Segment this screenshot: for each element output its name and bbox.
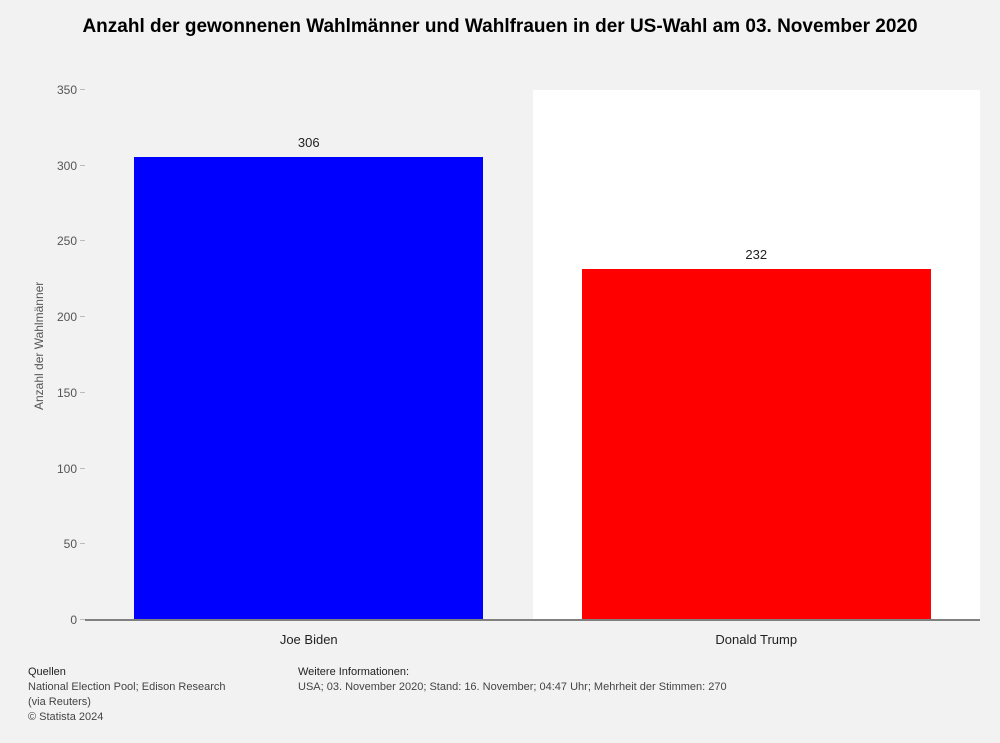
x-axis-label: Donald Trump <box>656 632 856 647</box>
chart-footer: Quellen National Election Pool; Edison R… <box>28 666 968 725</box>
footer-sources-line: National Election Pool; Edison Research … <box>28 680 238 710</box>
y-tick-mark <box>80 240 85 241</box>
y-tick-label: 350 <box>57 83 77 97</box>
y-tick-mark <box>80 392 85 393</box>
bar-value-label: 232 <box>582 247 931 262</box>
y-tick-mark <box>80 316 85 317</box>
footer-sources-heading: Quellen <box>28 666 238 678</box>
y-tick-mark <box>80 89 85 90</box>
chart-title: Anzahl der gewonnenen Wahlmänner und Wah… <box>0 14 1000 40</box>
y-tick-label: 200 <box>57 310 77 324</box>
y-tick-mark <box>80 543 85 544</box>
y-tick-label: 250 <box>57 234 77 248</box>
y-tick-label: 50 <box>64 537 77 551</box>
y-tick-label: 150 <box>57 386 77 400</box>
y-tick-label: 0 <box>70 613 77 627</box>
x-axis-baseline <box>85 619 980 621</box>
chart-container: Anzahl der gewonnenen Wahlmänner und Wah… <box>0 0 1000 743</box>
plot-area: 050100150200250300350 306232 <box>85 90 980 620</box>
x-axis-label: Joe Biden <box>209 632 409 647</box>
footer-info-heading: Weitere Informationen: <box>298 666 727 678</box>
footer-info-line: USA; 03. November 2020; Stand: 16. Novem… <box>298 680 727 695</box>
y-tick-mark <box>80 165 85 166</box>
footer-sources: Quellen National Election Pool; Edison R… <box>28 666 238 725</box>
bar-value-label: 306 <box>134 135 483 150</box>
bar: 232 <box>582 269 931 620</box>
footer-copyright: © Statista 2024 <box>28 710 238 725</box>
footer-info: Weitere Informationen: USA; 03. November… <box>298 666 727 725</box>
y-tick-mark <box>80 468 85 469</box>
y-tick-label: 300 <box>57 159 77 173</box>
y-axis-title: Anzahl der Wahlmänner <box>32 282 46 410</box>
bar: 306 <box>134 157 483 620</box>
y-tick-label: 100 <box>57 462 77 476</box>
